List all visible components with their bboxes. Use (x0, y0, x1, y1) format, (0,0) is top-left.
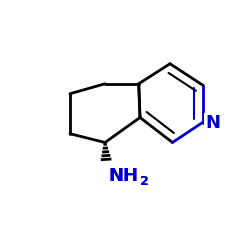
Text: NH: NH (109, 167, 139, 185)
Text: 2: 2 (140, 175, 149, 188)
Text: NH: NH (109, 167, 139, 185)
Text: N: N (205, 114, 220, 132)
FancyBboxPatch shape (204, 112, 223, 132)
FancyBboxPatch shape (106, 165, 159, 188)
Text: 2: 2 (140, 175, 149, 188)
